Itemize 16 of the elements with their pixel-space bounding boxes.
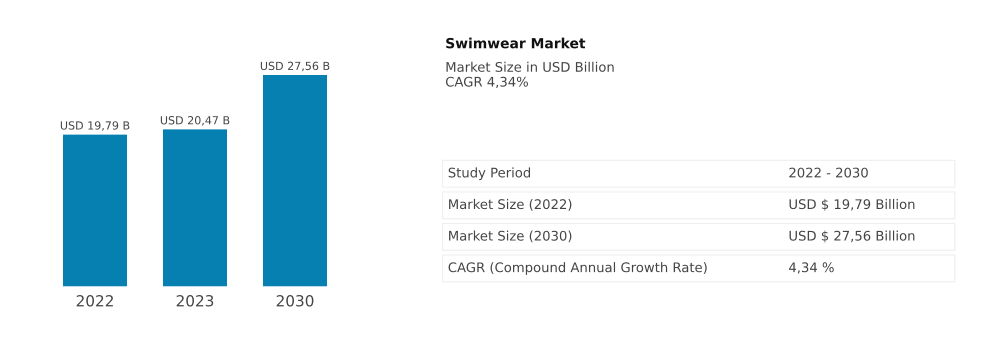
text: USD $ 27,56 Billion [790, 230, 914, 242]
text: 4,34 % [789, 262, 834, 274]
text: USD $ 19,79 Billion [790, 198, 914, 211]
text: Market Size (2022) [449, 198, 572, 211]
text: Market Size (2030) [449, 230, 572, 242]
text: CAGR (Compound Annual Growth Rate) [448, 262, 707, 275]
data-label: USD 19,79 B [60, 121, 130, 131]
text: 2022 - 2030 [789, 168, 868, 178]
x-tick-label: 2022 [76, 295, 113, 307]
data-label: USD 27,56 B [260, 62, 330, 72]
text: Swimwear Market [446, 38, 586, 48]
x-tick-label: 2023 [176, 295, 214, 307]
data-label: USD 20,47 B [160, 116, 230, 126]
text: Study Period [448, 167, 530, 180]
text: Market Size in USD Billion CAGR 4,34% [446, 62, 614, 88]
x-tick-label: 2030 [276, 295, 314, 307]
